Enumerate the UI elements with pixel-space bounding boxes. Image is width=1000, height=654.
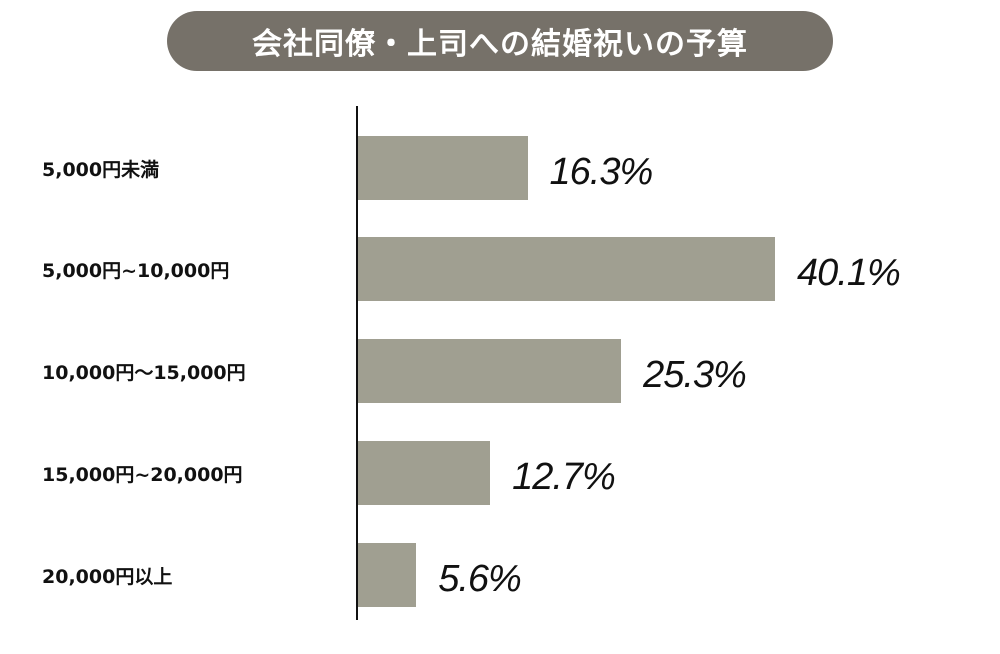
category-label: 5,000円未満: [42, 158, 160, 181]
bar: [358, 237, 775, 301]
category-label: 15,000円~20,000円: [42, 463, 243, 486]
bar-row: 10,000円〜15,000円 25.3%: [0, 339, 1000, 403]
category-label: 10,000円〜15,000円: [42, 361, 246, 384]
bar-row: 15,000円~20,000円 12.7%: [0, 441, 1000, 505]
bar-row: 20,000円以上 5.6%: [0, 543, 1000, 607]
value-label: 40.1%: [797, 251, 901, 294]
value-label: 16.3%: [549, 150, 654, 193]
chart-title: 会社同僚・上司への結婚祝いの予算: [252, 27, 748, 62]
bar: [358, 543, 417, 607]
category-label: 5,000円~10,000円: [42, 259, 230, 282]
bar: [358, 136, 528, 200]
bar: [358, 441, 491, 505]
value-label: 5.6%: [438, 557, 522, 600]
y-axis-line: [356, 106, 358, 620]
category-label: 20,000円以上: [42, 565, 173, 588]
bar-row: 5,000円~10,000円 40.1%: [0, 237, 1000, 301]
chart-title-banner: 会社同僚・上司への結婚祝いの予算: [167, 11, 833, 71]
value-label: 12.7%: [512, 455, 616, 498]
bar: [358, 339, 622, 403]
bar-row: 5,000円未満 16.3%: [0, 136, 1000, 200]
value-label: 25.3%: [643, 353, 747, 396]
